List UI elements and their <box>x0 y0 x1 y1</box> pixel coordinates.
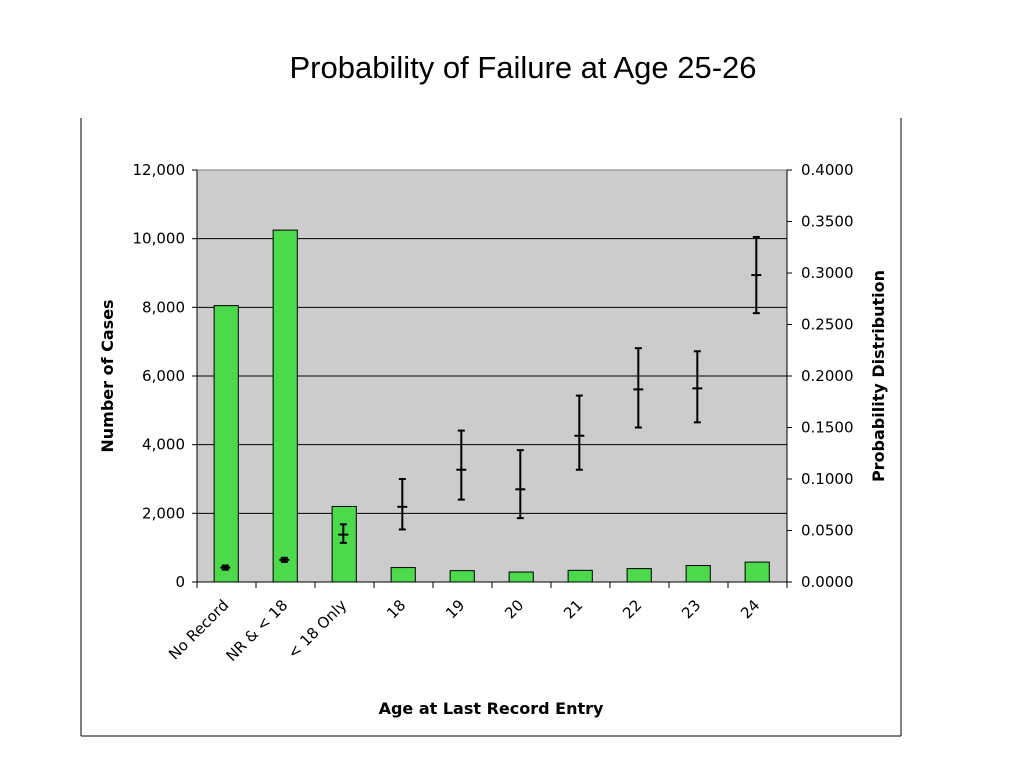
bar <box>508 571 534 583</box>
bar <box>272 229 298 583</box>
x-tick-label: 19 <box>442 596 468 622</box>
y-tick-label: 10,000 <box>133 230 186 248</box>
error-bars <box>220 235 762 571</box>
bar <box>744 561 770 583</box>
y-tick-label: 8,000 <box>142 298 185 316</box>
y-tick-label: 6,000 <box>142 367 185 385</box>
chart-frame <box>80 118 902 737</box>
y2-tick-label: 0.0500 <box>801 522 854 540</box>
bar <box>626 568 652 583</box>
y2-tick-label: 0.0000 <box>801 573 854 591</box>
y2-tick-label: 0.1500 <box>801 419 854 437</box>
x-tick-label: 24 <box>737 596 763 622</box>
y-tick-label: 4,000 <box>142 436 185 454</box>
x-tick-label: 20 <box>501 596 527 622</box>
y2-tick-label: 0.2500 <box>801 316 854 334</box>
bar <box>390 567 416 583</box>
x-tick-label: 23 <box>678 596 704 622</box>
bar <box>685 565 711 583</box>
x-tick-label: 21 <box>560 596 586 622</box>
y-axis-title: Number of Cases <box>98 299 117 452</box>
y-tick-label: 0 <box>175 573 185 591</box>
bar <box>567 569 593 583</box>
x-tick-label: 18 <box>383 596 409 622</box>
y2-tick-label: 0.3000 <box>801 264 854 282</box>
slide-title: Probability of Failure at Age 25-26 <box>289 50 757 85</box>
y2-tick-label: 0.2000 <box>801 367 854 385</box>
y-tick-label: 2,000 <box>142 504 185 522</box>
y2-axis-title: Probability Distribution <box>869 270 888 482</box>
x-tick-label: NR & < 18 <box>222 596 291 665</box>
axes <box>192 169 792 588</box>
bar <box>331 505 357 583</box>
x-axis-title: Age at Last Record Entry <box>379 699 604 718</box>
bar <box>449 570 475 583</box>
y-tick-label: 12,000 <box>133 161 186 179</box>
x-tick-label: 22 <box>619 596 645 622</box>
bars <box>213 229 770 583</box>
y2-tick-label: 0.1000 <box>801 470 854 488</box>
x-tick-label: < 18 Only <box>284 596 350 662</box>
y2-tick-label: 0.4000 <box>801 161 854 179</box>
bar <box>213 305 239 583</box>
y2-tick-label: 0.3500 <box>801 213 854 231</box>
